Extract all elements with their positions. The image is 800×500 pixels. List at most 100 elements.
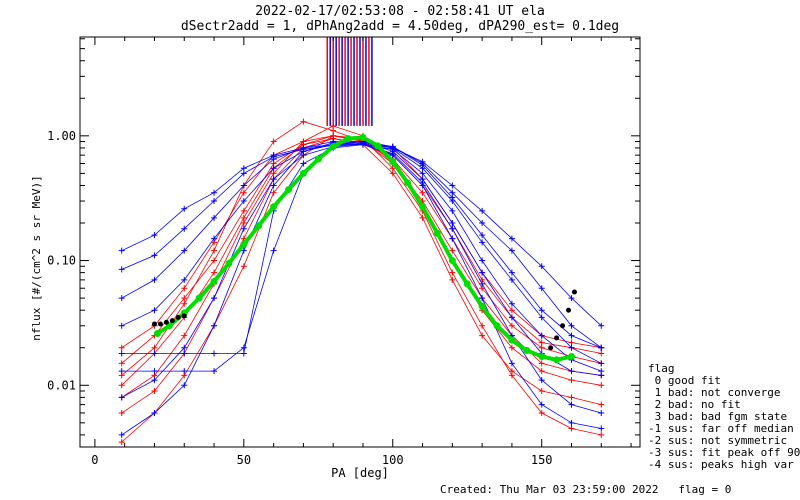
series-1-point-11 — [449, 247, 456, 254]
series-7-point-3 — [211, 189, 218, 196]
series-5-point-14 — [538, 344, 545, 351]
series-14-point-13 — [508, 235, 515, 242]
fit-green-point-28 — [567, 353, 575, 361]
series-4-point-0 — [118, 409, 125, 416]
series-8-point-4 — [240, 182, 247, 189]
series-5 — [118, 135, 605, 367]
series-14-line — [121, 143, 602, 327]
series-13-point-10 — [419, 179, 426, 186]
fit-green-point-21 — [463, 280, 471, 288]
series-8-line — [121, 141, 602, 364]
series-4-point-11 — [449, 276, 456, 283]
series-12-point-4 — [240, 198, 247, 205]
x-tick-label-0: 0 — [91, 453, 98, 467]
series-10-line — [121, 144, 602, 436]
series-13-point-6 — [300, 152, 307, 159]
series-12-point-15 — [568, 332, 575, 339]
series-6-point-14 — [538, 368, 545, 375]
series-3-point-2 — [181, 300, 188, 307]
fit-black-0-point-4 — [175, 314, 181, 320]
series-13-line — [121, 143, 602, 414]
series-11-point-1 — [151, 350, 158, 357]
series-7-point-1 — [151, 232, 158, 239]
fit-green-point-16 — [389, 158, 397, 166]
series-1 — [118, 132, 605, 389]
series-11-point-10 — [419, 170, 426, 177]
series-9-point-13 — [508, 314, 515, 321]
legend-entry-7: -4 sus: peaks high var — [648, 458, 794, 471]
series-12-point-1 — [151, 307, 158, 314]
series-6-point-4 — [240, 220, 247, 227]
y-axis-label: nflux [#/(cm^2 s sr MeV)] — [30, 175, 43, 341]
series-13-point-2 — [181, 344, 188, 351]
fit-black-1-point-3 — [566, 307, 572, 313]
series-14-point-9 — [389, 144, 396, 151]
series-10-point-13 — [508, 360, 515, 367]
series-8-point-3 — [211, 214, 218, 221]
series-2-point-16 — [598, 350, 605, 357]
fit-green-point-17 — [404, 179, 412, 187]
fit-green-point-24 — [508, 336, 516, 344]
series-7-point-4 — [240, 165, 247, 172]
series-9-line — [121, 141, 602, 376]
fit-black-1 — [548, 289, 577, 351]
series-8-point-14 — [538, 314, 545, 321]
fit-green-point-26 — [538, 353, 546, 361]
x-axis-label: PA [deg] — [331, 466, 389, 480]
series-4-line — [121, 138, 602, 414]
series-2-point-0 — [118, 344, 125, 351]
series-10-point-3 — [211, 322, 218, 329]
series-5-point-3 — [211, 257, 218, 264]
series-6-line — [121, 125, 602, 398]
series-3-point-15 — [568, 339, 575, 346]
series-4-point-14 — [538, 387, 545, 394]
series-14-point-14 — [538, 263, 545, 270]
fit-green-point-7 — [255, 222, 263, 230]
series-4-point-10 — [419, 214, 426, 221]
series-14-point-0 — [118, 266, 125, 273]
fit-black-0-point-0 — [151, 321, 157, 327]
fit-green-point-5 — [225, 259, 233, 267]
fit-green-point-6 — [240, 240, 248, 248]
series-6-point-5 — [270, 170, 277, 177]
series-6-point-15 — [568, 377, 575, 384]
series-0-point-14 — [538, 409, 545, 416]
series-11-point-0 — [118, 350, 125, 357]
series-11-line — [121, 144, 602, 372]
fit-black-1-point-2 — [560, 323, 566, 329]
series-8-point-13 — [508, 276, 515, 283]
series-6 — [118, 122, 605, 401]
series-7-point-2 — [181, 205, 188, 212]
series-9-point-15 — [568, 368, 575, 375]
fit-black-0-point-5 — [181, 313, 187, 319]
series-1-line — [121, 135, 602, 386]
series-7-point-0 — [118, 247, 125, 254]
legend-entry-6: -3 sus: fit peak off 90 — [648, 446, 800, 459]
series-13-point-15 — [568, 401, 575, 408]
series-7 — [118, 139, 605, 351]
series-13-point-11 — [449, 225, 456, 232]
legend-entry-3: 3 bad: bad fgm state — [648, 410, 787, 423]
series-3-point-5 — [270, 138, 277, 145]
fit-green-point-23 — [493, 322, 501, 330]
legend-title: flag — [648, 362, 675, 375]
legend-entry-4: -1 sus: far off median — [648, 422, 794, 435]
footer-text: Created: Thu Mar 03 23:59:00 2022 flag =… — [440, 483, 731, 496]
series-11-point-12 — [479, 257, 486, 264]
series-3-point-13 — [508, 307, 515, 314]
series-8-point-2 — [181, 247, 188, 254]
series-10-point-12 — [479, 295, 486, 302]
series-11-point-16 — [598, 368, 605, 375]
series-0-point-4 — [240, 263, 247, 270]
y-tick-label-1: 0.10 — [47, 254, 76, 268]
fit-green-point-11 — [314, 155, 322, 163]
series-10-point-16 — [598, 425, 605, 432]
series-9-point-0 — [118, 368, 125, 375]
series-13-point-12 — [479, 280, 486, 287]
plot-frame — [79, 36, 641, 448]
series-5-point-4 — [240, 207, 247, 214]
series-9-point-4 — [240, 344, 247, 351]
series-10-point-0 — [118, 431, 125, 438]
fit-black-0 — [151, 313, 187, 327]
